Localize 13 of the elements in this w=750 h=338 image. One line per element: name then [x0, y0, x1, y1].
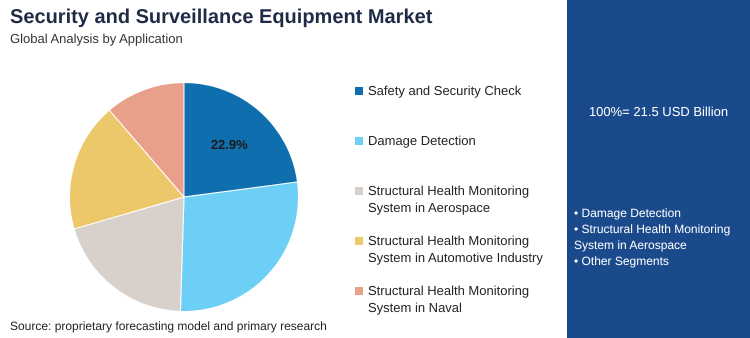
legend-label: Structural Health Monitoring System in Aerospace [368, 182, 530, 216]
chart-title: Security and Surveillance Equipment Market [10, 6, 432, 29]
text: • Structural Health Monitoring System in Aerospace [574, 221, 732, 253]
legend-label: Damage Detection [368, 132, 476, 149]
legend-label: Structural Health Monitoring System in Naval [368, 282, 530, 316]
text: 100%= 21.5 USD Billion [588, 104, 730, 119]
legend-label: Structural Health Monitoring System in Automotive Industry [368, 232, 544, 266]
text: • Damage Detection [574, 205, 682, 221]
data-label: 22.9% [210, 136, 248, 152]
source-note: Source: proprietary forecasting model and primary research [10, 319, 327, 333]
chart-subtitle: Global Analysis by Application [10, 31, 183, 46]
text: • Other Segments [574, 253, 670, 269]
legend-label: Safety and Security Check [368, 82, 522, 99]
